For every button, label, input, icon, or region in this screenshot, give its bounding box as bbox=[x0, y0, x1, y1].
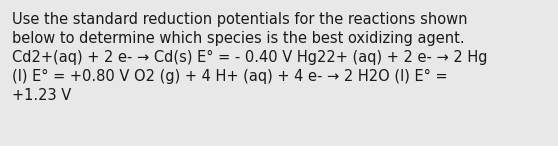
Text: below to determine which species is the best oxidizing agent.: below to determine which species is the … bbox=[12, 31, 465, 46]
Text: Use the standard reduction potentials for the reactions shown: Use the standard reduction potentials fo… bbox=[12, 12, 468, 27]
Text: +1.23 V: +1.23 V bbox=[12, 88, 71, 103]
Text: Cd2+(aq) + 2 e- → Cd(s) E° = - 0.40 V Hg22+ (aq) + 2 e- → 2 Hg: Cd2+(aq) + 2 e- → Cd(s) E° = - 0.40 V Hg… bbox=[12, 50, 488, 65]
Text: (l) E° = +0.80 V O2 (g) + 4 H+ (aq) + 4 e- → 2 H2O (l) E° =: (l) E° = +0.80 V O2 (g) + 4 H+ (aq) + 4 … bbox=[12, 69, 448, 84]
